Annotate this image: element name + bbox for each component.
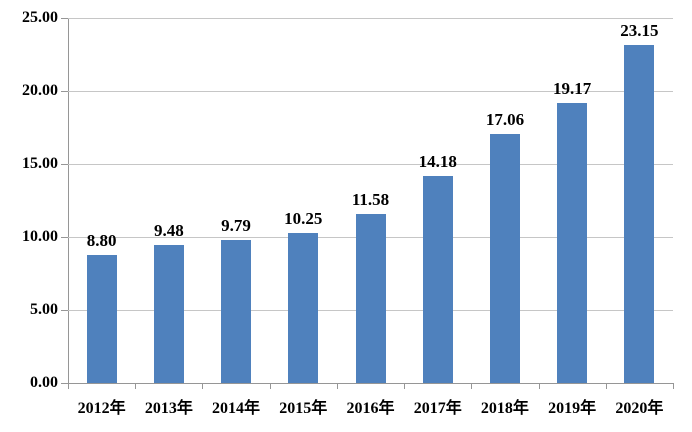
x-axis-tick <box>605 384 607 389</box>
x-category-label: 2020年 <box>615 400 664 417</box>
gridline <box>68 18 673 19</box>
x-axis-line <box>68 383 674 384</box>
x-axis-tick <box>202 384 204 389</box>
bar <box>355 213 386 383</box>
bar <box>489 133 520 383</box>
x-axis-tick <box>269 384 271 389</box>
y-tick-label: 20.00 <box>22 82 58 99</box>
y-axis-tick <box>61 18 68 19</box>
gridline <box>68 91 673 92</box>
y-axis-tick <box>61 310 68 311</box>
plot-area <box>68 18 673 383</box>
x-category-label: 2016年 <box>346 400 395 417</box>
bar <box>557 103 588 383</box>
x-category-label: 2015年 <box>279 400 328 417</box>
gridline <box>68 164 673 165</box>
y-axis-tick <box>61 237 68 238</box>
y-tick-label: 0.00 <box>30 374 58 391</box>
x-category-label: 2013年 <box>144 400 193 417</box>
bar <box>86 254 117 383</box>
bar-value-label: 19.17 <box>553 79 592 99</box>
bar-value-label: 14.18 <box>418 151 457 171</box>
y-axis-tick <box>61 91 68 92</box>
x-axis-tick <box>471 384 473 389</box>
x-category-label: 2014年 <box>212 400 261 417</box>
y-tick-label: 25.00 <box>22 9 58 26</box>
x-axis-tick <box>538 384 540 389</box>
x-category-label: 2017年 <box>413 400 462 417</box>
x-category-label: 2018年 <box>480 400 529 417</box>
y-tick-label: 10.00 <box>22 228 58 245</box>
bar <box>624 45 655 383</box>
bar <box>288 233 319 383</box>
bar-value-label: 17.06 <box>485 109 525 129</box>
x-axis-tick <box>673 384 674 389</box>
bar <box>422 175 453 383</box>
y-axis-tick <box>61 164 68 165</box>
bar-value-label: 9.79 <box>221 216 251 236</box>
bar-value-label: 23.15 <box>620 21 659 40</box>
x-category-label: 2012年 <box>77 400 126 417</box>
bar <box>153 244 184 383</box>
bar-value-label: 10.25 <box>284 209 323 229</box>
y-tick-label: 15.00 <box>22 155 58 172</box>
bar-value-label: 11.58 <box>351 189 390 209</box>
x-axis-tick <box>404 384 406 389</box>
bar-value-label: 9.48 <box>153 220 184 240</box>
x-axis-tick <box>336 384 338 389</box>
bar <box>221 240 252 383</box>
x-category-label: 2019年 <box>548 400 597 417</box>
x-axis-tick <box>135 384 137 389</box>
bar-value-label: 8.80 <box>86 230 117 250</box>
y-tick-label: 5.00 <box>30 301 58 318</box>
y-axis-line <box>68 18 69 384</box>
y-axis-tick <box>61 383 68 384</box>
x-axis-tick <box>68 384 69 389</box>
